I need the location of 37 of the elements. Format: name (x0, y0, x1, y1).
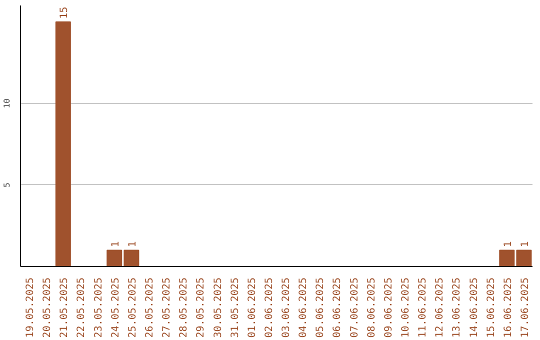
x-tick-label: 17.06.2025 (520, 277, 531, 338)
x-tick-label: 26.05.2025 (144, 277, 156, 338)
x-tick-label: 20.05.2025 (42, 277, 54, 338)
x-tick-label: 14.06.2025 (468, 277, 480, 338)
x-tick-label: 05.06.2025 (315, 277, 326, 338)
y-tick-label: 10 (2, 98, 12, 108)
x-tick-label: 24.05.2025 (110, 277, 122, 338)
x-tick-label: 25.05.2025 (127, 277, 138, 338)
x-tick-label: 21.05.2025 (59, 277, 70, 338)
x-tick-label: 23.05.2025 (93, 277, 104, 338)
data-label: 1 (110, 241, 122, 248)
x-tick-label: 10.06.2025 (400, 277, 412, 338)
x-tick-label: 07.06.2025 (349, 277, 360, 338)
x-tick-label: 16.06.2025 (502, 277, 514, 338)
x-tick-label: 22.05.2025 (76, 277, 88, 338)
x-tick-label: 19.05.2025 (25, 277, 36, 338)
x-tick-label: 04.06.2025 (298, 277, 310, 338)
x-tick-label: 28.05.2025 (178, 277, 190, 338)
x-tick-label: 06.06.2025 (332, 277, 344, 338)
y-tick-label: 5 (2, 182, 12, 188)
x-tick-label: 15.06.2025 (486, 277, 497, 338)
x-tick-label: 27.05.2025 (162, 277, 173, 338)
x-tick-label: 12.06.2025 (434, 277, 446, 338)
x-tick-label: 08.06.2025 (366, 277, 378, 338)
x-tick-label: 29.05.2025 (196, 277, 207, 338)
x-tick-label: 11.06.2025 (418, 277, 429, 338)
x-tick-label: 09.06.2025 (383, 277, 394, 338)
x-tick-label: 13.06.2025 (452, 277, 463, 338)
x-tick-label: 30.05.2025 (212, 277, 224, 338)
x-tick-label: 31.05.2025 (230, 277, 241, 338)
data-label: 1 (520, 241, 531, 248)
x-tick-label: 02.06.2025 (264, 277, 275, 338)
x-tick-label: 01.06.2025 (246, 277, 258, 338)
data-label: 15 (59, 6, 70, 19)
x-tick-label: 03.06.2025 (281, 277, 292, 338)
data-label: 1 (502, 241, 514, 248)
data-label: 1 (127, 241, 138, 248)
